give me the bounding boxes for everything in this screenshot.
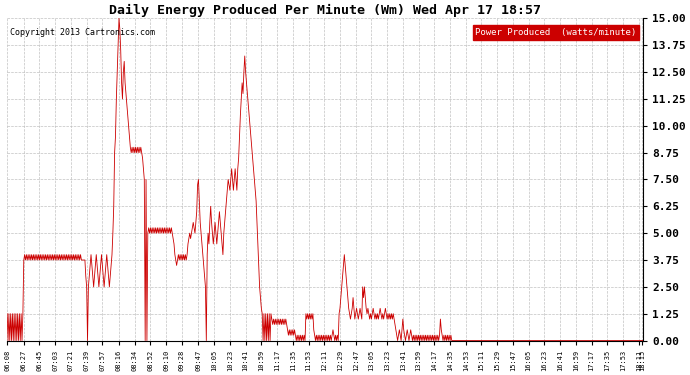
Text: Copyright 2013 Cartronics.com: Copyright 2013 Cartronics.com — [10, 28, 155, 37]
Title: Daily Energy Produced Per Minute (Wm) Wed Apr 17 18:57: Daily Energy Produced Per Minute (Wm) We… — [109, 4, 541, 17]
Text: Power Produced  (watts/minute): Power Produced (watts/minute) — [475, 28, 637, 37]
